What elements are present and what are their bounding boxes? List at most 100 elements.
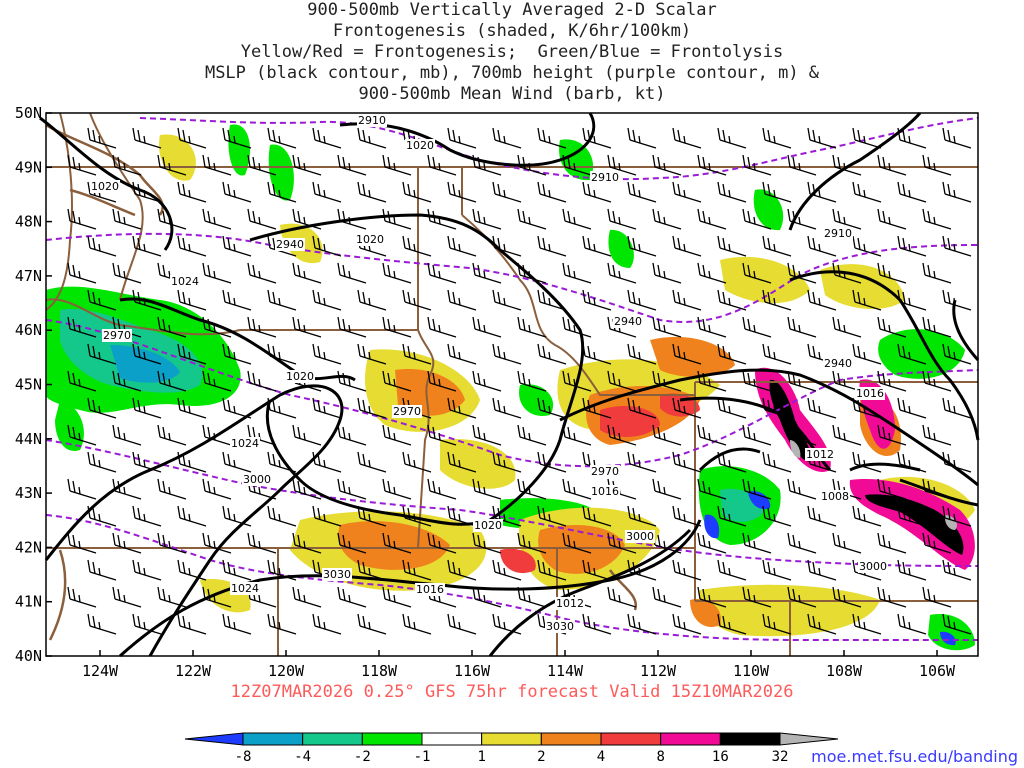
wind-barb xyxy=(492,235,522,257)
lon-tick-label: 114W xyxy=(547,662,584,680)
wind-barb xyxy=(67,532,97,554)
colorbar-min-arrow xyxy=(184,732,244,746)
lat-tick-label: 41N xyxy=(15,593,42,611)
wind-barb xyxy=(742,424,772,446)
wind-barb xyxy=(697,478,727,500)
wind-barb xyxy=(832,262,862,284)
mslp-label-bg xyxy=(230,437,260,450)
mslp-label: 1020 xyxy=(91,180,119,193)
height-label-bg xyxy=(357,114,387,127)
wind-barb xyxy=(652,478,682,500)
height-label-bg xyxy=(823,357,853,370)
wind-barb xyxy=(787,532,817,554)
wind-barb xyxy=(202,370,232,392)
wind-barb xyxy=(267,505,297,527)
wind-barb xyxy=(312,397,342,419)
wind-barb xyxy=(852,613,882,635)
wind-barb xyxy=(222,613,252,635)
wind-barb xyxy=(762,289,792,311)
wind-barb xyxy=(562,478,592,500)
mslp-label: 1020 xyxy=(286,370,314,383)
wind-barb xyxy=(607,532,637,554)
wind-barb xyxy=(177,397,207,419)
colorbar-tick-labels: -8 -4 -2 -1 1 2 4 8 16 32 xyxy=(235,749,789,765)
wind-barb xyxy=(472,154,502,176)
height-label-bg xyxy=(275,238,305,251)
mslp-label: 1024 xyxy=(231,437,259,450)
wind-barb xyxy=(582,181,612,203)
wind-barb xyxy=(672,235,702,257)
wind-barb xyxy=(87,127,117,149)
wind-barb xyxy=(177,559,207,581)
wind-barb xyxy=(537,505,567,527)
wind-barb xyxy=(922,532,952,554)
wind-barb xyxy=(202,532,232,554)
colorbar-tick-label: 2 xyxy=(537,749,545,765)
wind-barb xyxy=(672,613,702,635)
wind-barb xyxy=(877,532,907,554)
wind-barb xyxy=(492,343,522,365)
height-label: 3030 xyxy=(546,620,574,633)
wind-barb xyxy=(742,262,772,284)
wind-barb xyxy=(112,262,142,284)
wind-barb xyxy=(762,613,792,635)
wind-barb xyxy=(67,154,97,176)
wind-barb xyxy=(157,154,187,176)
wind-barb xyxy=(562,154,592,176)
wind-barb xyxy=(852,289,882,311)
wind-barb xyxy=(832,532,862,554)
wind-barb xyxy=(132,289,162,311)
wind-barb xyxy=(157,532,187,554)
mslp-label: 1020 xyxy=(474,519,502,532)
wind-barb xyxy=(787,208,817,230)
wind-barb xyxy=(652,316,682,338)
wind-barb xyxy=(312,235,342,257)
wind-barb xyxy=(382,262,412,284)
mslp-label-bg xyxy=(855,387,885,400)
wind-barb xyxy=(787,316,817,338)
wind-barb xyxy=(87,559,117,581)
political-borders xyxy=(45,112,978,656)
wind-barb xyxy=(807,613,837,635)
wind-barb xyxy=(402,343,432,365)
height-label-bg xyxy=(823,227,853,240)
mslp-contour-labels: 1020 1020 1020 1024 1024 1024 1020 1016 1012 1016… xyxy=(90,139,885,610)
wind-barb xyxy=(382,532,412,554)
wind-barb xyxy=(427,370,457,392)
wind-barb xyxy=(357,559,387,581)
wind-barb xyxy=(652,424,682,446)
wind-barb xyxy=(537,343,567,365)
height-label-bg xyxy=(590,171,620,184)
wind-barb xyxy=(177,235,207,257)
wind-barb xyxy=(672,397,702,419)
wind-barb xyxy=(472,316,502,338)
wind-barb xyxy=(742,586,772,608)
wind-barb xyxy=(562,262,592,284)
source-credit[interactable]: moe.met.fsu.edu/banding xyxy=(811,747,1018,766)
wind-barb xyxy=(672,127,702,149)
wind-barb xyxy=(312,181,342,203)
forecast-validity: 12Z07MAR2026 0.25° GFS 75hr forecast Val… xyxy=(230,682,794,702)
wind-barb xyxy=(292,586,322,608)
wind-barb xyxy=(402,505,432,527)
wind-barb xyxy=(447,181,477,203)
wind-barb xyxy=(402,289,432,311)
wind-barb xyxy=(877,424,907,446)
colorbar-swatch xyxy=(242,732,304,746)
wind-barb xyxy=(337,586,367,608)
wind-barb xyxy=(382,370,412,392)
wind-barb xyxy=(942,289,972,311)
wind-barb xyxy=(672,343,702,365)
wind-barb xyxy=(447,397,477,419)
wind-barb xyxy=(337,208,367,230)
wind-barb xyxy=(132,505,162,527)
lon-tick-label: 120W xyxy=(268,662,305,680)
colorbar-tick-label: -4 xyxy=(294,749,311,765)
wind-barb xyxy=(337,532,367,554)
wind-barb xyxy=(897,289,927,311)
wind-barb xyxy=(402,235,432,257)
wind-barb xyxy=(202,424,232,446)
lat-tick-label: 44N xyxy=(15,430,42,448)
wind-barb xyxy=(492,451,522,473)
wind-barb xyxy=(447,127,477,149)
